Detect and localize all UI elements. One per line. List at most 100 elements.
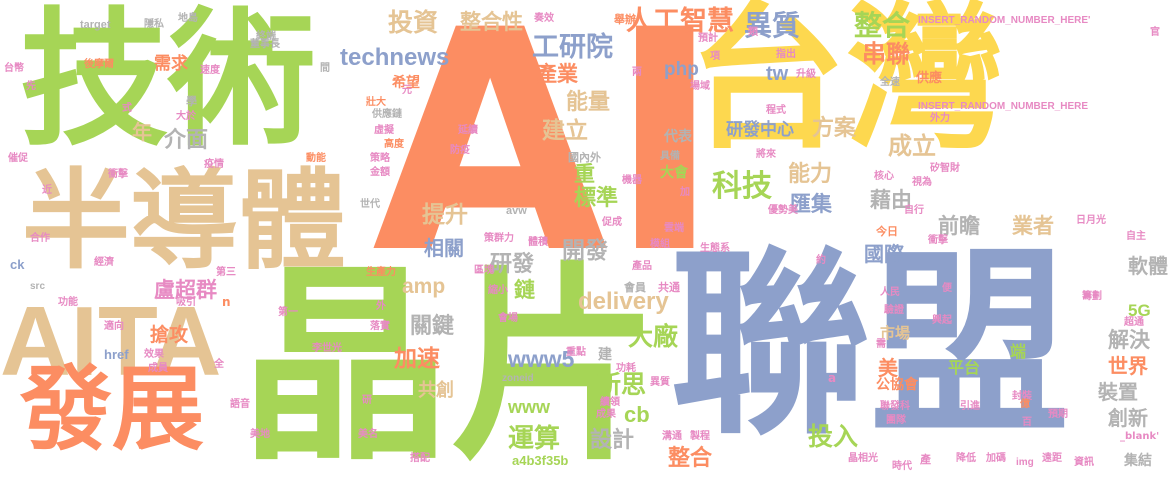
word: 整合 [854,9,911,42]
word: 指出 [776,49,796,60]
word: 關鍵 [410,314,455,339]
word: 成果 [596,409,616,420]
word: 加速 [394,346,440,372]
word: 式 [122,103,132,114]
word: 遠距 [1042,453,1062,464]
word: 集結 [1124,453,1152,469]
word: 便 [942,283,952,294]
word: 衝擊 [928,235,948,246]
word: 創新 [1108,406,1148,430]
word-alliance: 聯盟 [670,229,1071,462]
word: 動能 [306,153,326,164]
word: 金額 [370,167,390,178]
word: 平台 [948,358,981,377]
word: 研 [362,395,372,406]
word: 世界 [1108,354,1148,378]
word: 體積 [528,237,548,248]
word: 解決 [1108,328,1150,352]
word: n [222,295,231,309]
word: www [508,397,551,417]
word: 開發 [562,238,608,264]
word: 投資 [388,8,439,37]
word: 團隊 [886,415,906,426]
word: 公協會 [876,377,918,393]
word: 美地 [250,429,270,440]
word: 李世光 [312,343,342,354]
word: 封裝 [1012,391,1032,402]
word: 新思 [596,370,647,399]
word: 美名 [358,429,378,440]
word: 生態系 [700,243,730,254]
word: 成立 [888,132,936,160]
word: 國際 [864,242,904,266]
word: 功能 [58,297,78,308]
word: 端 [1010,342,1027,361]
word: 搶攻 [150,324,189,346]
word: 高度 [384,139,404,150]
word: _blank' [1120,431,1160,442]
word: technews [340,44,450,71]
word: 機器 [622,175,642,186]
word: 效果 [144,349,164,360]
word: 年 [132,120,152,144]
word: 壯大 [366,97,386,108]
word: amp [402,275,446,298]
word: 自行 [904,205,924,216]
word: 落實 [370,321,390,332]
word: 加碼 [986,453,1006,464]
word: 整合性 [460,10,523,34]
word: 資訊 [1074,457,1094,468]
word: 研發中心 [726,120,794,140]
word: 類 [748,27,758,38]
word: 合作 [30,233,50,244]
word: 速度 [200,65,220,76]
word: 驗證 [884,305,904,316]
word: 設計 [590,428,635,453]
word: 全 [214,359,224,370]
word: 功耗 [616,363,636,374]
word: 奏效 [534,13,554,24]
word: 延續 [458,125,478,136]
word: cb [624,402,650,427]
word: 提升 [422,202,468,228]
word: 間 [320,63,330,74]
word: 世代 [360,199,380,210]
word: 產 [920,453,931,466]
word: 美 [878,356,898,380]
word: 續領 [600,397,620,408]
word: 藉由 [870,188,912,212]
word: img [1016,457,1034,468]
word: a4b3f35b [512,453,569,468]
word: 場域 [690,81,710,92]
word: 兩 [632,67,642,78]
word: 重點 [566,347,586,358]
word: 方案 [812,116,857,141]
word: href [104,347,129,362]
word: 億 [1020,399,1030,410]
word: 串聯 [862,40,910,68]
word: 官 [1150,27,1160,38]
word: 學 [186,95,197,108]
word-chip: 晶片 [240,244,661,482]
word: 近 [42,185,52,196]
word: 矽智財 [930,163,960,174]
word: 具備 [660,151,680,162]
word: 搭配 [410,453,430,464]
word: 舉辦 [614,13,636,26]
word: 運算 [508,424,561,454]
word: 異質 [744,9,801,42]
word: 預計 [698,33,718,44]
word: 投入 [808,422,859,451]
word: 地島 [178,13,198,24]
word: 生產力 [366,267,396,278]
word: 優勢美 [768,205,798,216]
word: 能量 [566,90,611,115]
word: 策群力 [484,233,514,244]
word: 第一 [278,307,298,318]
word: 衝擊 [108,169,128,180]
word: 標準 [574,186,619,211]
word: 代表 [664,129,692,145]
word: 聯發科 [880,401,910,412]
word: avw [506,205,527,217]
word: 鏈 [514,278,535,302]
